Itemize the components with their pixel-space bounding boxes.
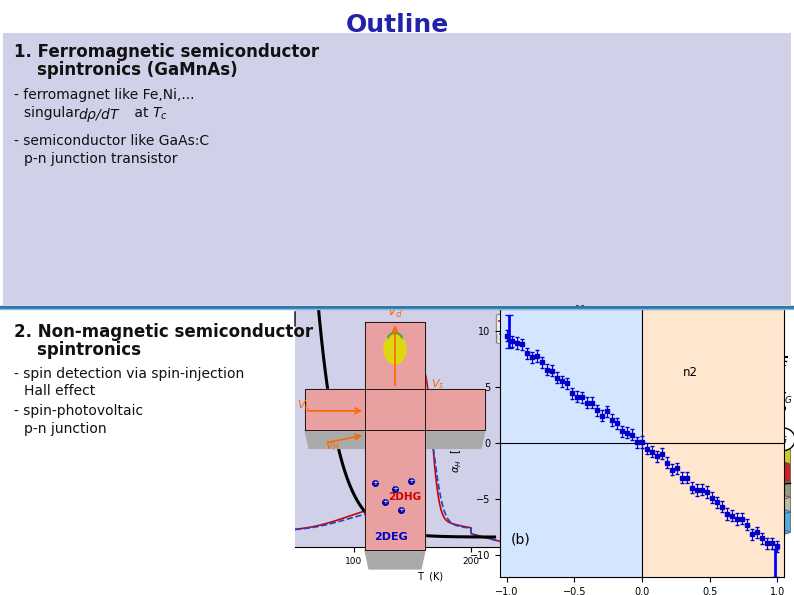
FancyBboxPatch shape (3, 33, 791, 305)
Text: - semiconductor like GaAs:C: - semiconductor like GaAs:C (14, 134, 209, 148)
Text: GaMnAs: GaMnAs (377, 464, 420, 474)
Text: Hall effect: Hall effect (24, 384, 95, 398)
1000 Oe (419, 399, 429, 406)
Circle shape (781, 406, 785, 411)
Text: spintronics (GaMnAs): spintronics (GaMnAs) (14, 61, 237, 79)
1000 Oe (318, 522, 327, 529)
0 Oe (501, 539, 511, 546)
Text: p-n junction: p-n junction (24, 422, 106, 436)
Polygon shape (305, 430, 485, 449)
Text: +: + (408, 478, 414, 484)
Polygon shape (576, 512, 789, 533)
Polygon shape (365, 322, 425, 550)
Ellipse shape (576, 526, 789, 538)
FancyBboxPatch shape (707, 192, 746, 248)
Text: +: + (372, 480, 378, 486)
Text: AlGaAs: AlGaAs (664, 499, 703, 509)
1000 Oe (506, 541, 515, 548)
Text: $T_c$: $T_c$ (152, 106, 168, 123)
Polygon shape (576, 483, 789, 497)
Text: - spin detection via spin-injection: - spin detection via spin-injection (14, 367, 245, 381)
Text: +: + (392, 486, 398, 491)
Text: $I_G$: $I_G$ (777, 433, 788, 446)
Text: (b): (b) (511, 533, 530, 546)
Bar (642, 309, 784, 577)
Text: 2DHG: 2DHG (388, 491, 422, 502)
Ellipse shape (576, 493, 789, 502)
Line: 0 Oe: 0 Oe (295, 372, 565, 574)
1000 Oe (409, 447, 418, 454)
Text: spintronics: spintronics (14, 341, 141, 359)
Text: $V_H$: $V_H$ (325, 439, 341, 453)
Ellipse shape (576, 440, 789, 451)
Text: $I_D$: $I_D$ (718, 391, 728, 405)
Ellipse shape (576, 459, 789, 469)
Text: $I_S$: $I_S$ (638, 391, 648, 405)
1000 Oe (561, 571, 570, 578)
Ellipse shape (576, 508, 789, 516)
0 Oe (399, 502, 409, 509)
Polygon shape (576, 464, 789, 483)
Text: p-n junction transistor: p-n junction transistor (24, 152, 178, 166)
1000 Oe (476, 533, 485, 540)
Circle shape (384, 334, 406, 364)
0 Oe (476, 533, 485, 540)
Ellipse shape (576, 459, 789, 469)
Ellipse shape (576, 478, 789, 487)
Ellipse shape (576, 477, 789, 488)
1000 Oe (501, 540, 511, 547)
Text: $V_L$: $V_L$ (297, 399, 310, 412)
Text: - spin-photovoltaic: - spin-photovoltaic (14, 404, 143, 418)
0 Oe (409, 452, 418, 459)
Text: AlAs: AlAs (671, 485, 695, 495)
0 Oe (291, 526, 300, 533)
X-axis label: T  (K): T (K) (417, 571, 443, 581)
Text: GaMnAs: GaMnAs (661, 468, 705, 478)
Circle shape (714, 372, 719, 377)
Text: $V_s$: $V_s$ (431, 377, 445, 391)
Circle shape (732, 208, 764, 233)
Legend: 0 Oe, 1000 Oe: 0 Oe, 1000 Oe (495, 314, 561, 343)
0 Oe (561, 571, 570, 578)
Text: n⁺ GaAs: n⁺ GaAs (661, 517, 705, 527)
Text: +: + (382, 499, 388, 505)
Polygon shape (365, 550, 425, 569)
0 Oe (506, 541, 515, 548)
1000 Oe (399, 497, 409, 504)
Text: $V_G$: $V_G$ (777, 390, 793, 406)
Polygon shape (576, 497, 789, 512)
Y-axis label: $\alpha_H$  [ 10$^{-3}$ ]: $\alpha_H$ [ 10$^{-3}$ ] (449, 414, 464, 472)
Text: 1. Ferromagnetic semiconductor: 1. Ferromagnetic semiconductor (14, 43, 319, 61)
Polygon shape (576, 446, 789, 464)
Circle shape (771, 428, 794, 450)
Circle shape (630, 387, 655, 409)
Text: Ni: Ni (495, 335, 506, 345)
Y-axis label: d$\rho$/dT  (10$^{-6}$$\Omega$cm/K): d$\rho$/dT (10$^{-6}$$\Omega$cm/K) (592, 390, 606, 466)
Text: - ferromagnet like Fe,Ni,...: - ferromagnet like Fe,Ni,... (14, 88, 195, 102)
Bar (500, 309, 642, 577)
Text: $V_{SD}$: $V_{SD}$ (672, 372, 694, 387)
Text: $V_d$: $V_d$ (387, 305, 403, 320)
Ellipse shape (576, 506, 789, 518)
Text: +: + (398, 507, 404, 513)
0 Oe (318, 521, 327, 528)
FancyBboxPatch shape (750, 192, 789, 248)
Text: 2. Non-magnetic semiconductor: 2. Non-magnetic semiconductor (14, 323, 313, 341)
Text: singular: singular (24, 106, 84, 120)
Circle shape (711, 387, 735, 409)
0 Oe (419, 368, 429, 375)
Ellipse shape (655, 440, 711, 450)
Text: n2: n2 (683, 366, 698, 379)
Text: 2DEG: 2DEG (374, 532, 408, 542)
Text: at: at (130, 106, 153, 120)
Circle shape (647, 372, 653, 377)
Ellipse shape (576, 493, 789, 502)
Text: Outline: Outline (345, 13, 449, 37)
Line: 1000 Oe: 1000 Oe (295, 402, 565, 574)
1000 Oe (291, 526, 300, 533)
Text: d$\rho$/d$T$: d$\rho$/d$T$ (78, 106, 121, 124)
Polygon shape (305, 389, 485, 430)
